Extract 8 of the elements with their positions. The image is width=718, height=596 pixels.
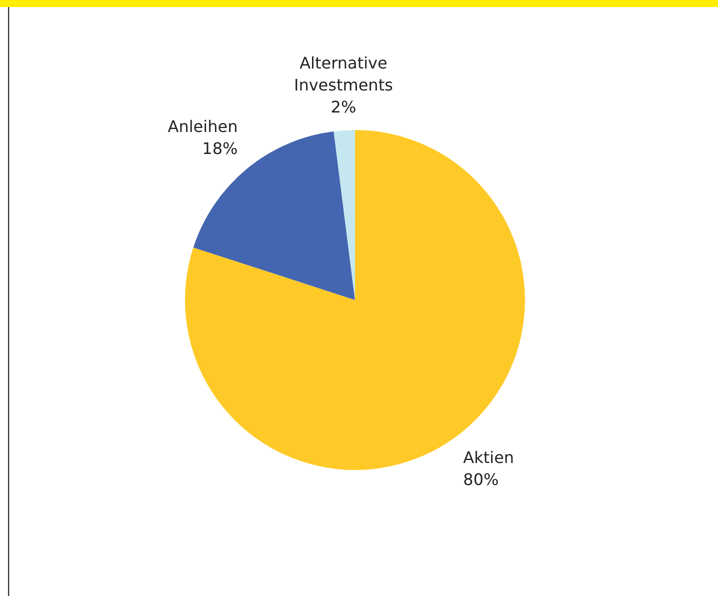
- data-label: 18%: [202, 139, 238, 158]
- data-label: 80%: [463, 470, 499, 489]
- pie-slice: [193, 131, 355, 300]
- pie-slice: [334, 130, 355, 300]
- data-label: 2%: [330, 97, 356, 116]
- slice-label: Aktien: [463, 448, 514, 467]
- slice-label: Alternative Investments: [294, 53, 393, 94]
- slice-label: Anleihen: [168, 117, 238, 136]
